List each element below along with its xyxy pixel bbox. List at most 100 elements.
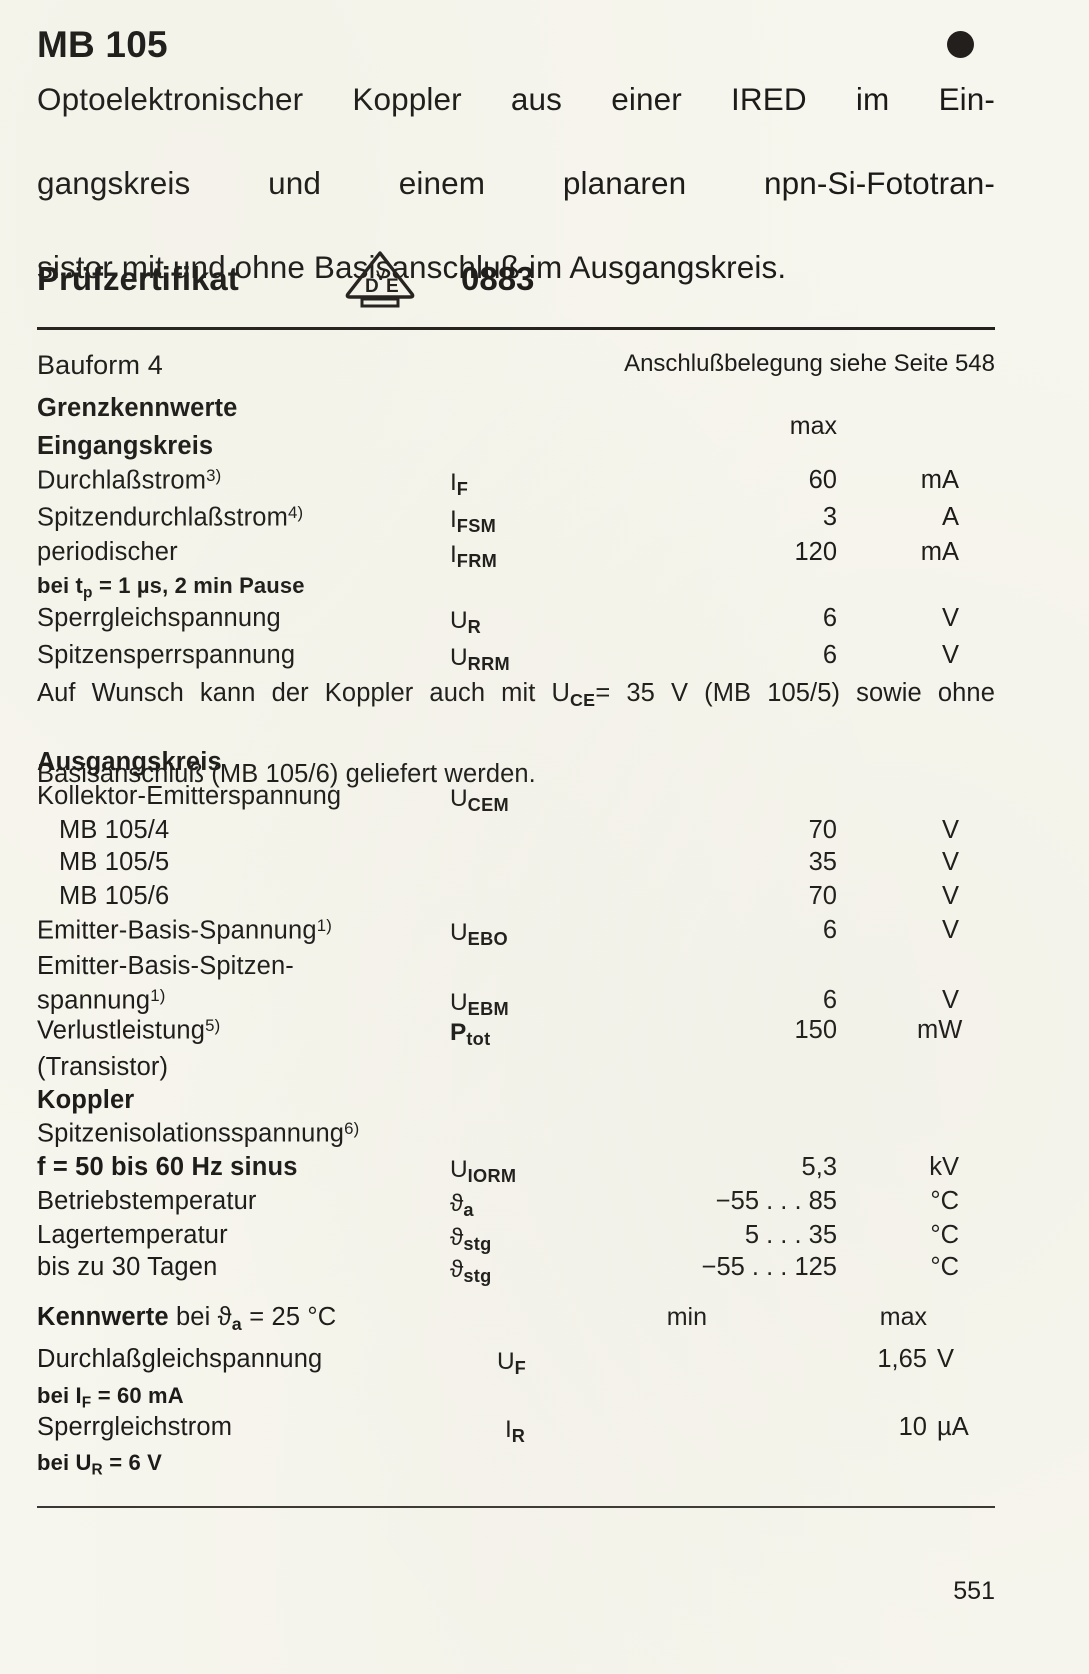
row-unit: °C [930, 1187, 959, 1215]
footnote-marker: 1) [150, 986, 166, 1005]
row-label: MB 105/5 [59, 848, 170, 876]
row-symbol: UEBO [450, 919, 508, 950]
row-symbol: IF [450, 469, 469, 500]
optional-note-part2: = 35 V (MB 105/5) sowie ohne [595, 679, 995, 707]
section-divider-top [37, 327, 995, 330]
row-label: Spitzensperrspannung [37, 641, 296, 669]
optional-note-part1: Auf Wunsch kann der Koppler auch mit U [37, 679, 570, 707]
row-value-max: 10 [898, 1413, 927, 1441]
row-unit: V [941, 848, 959, 876]
certificate-label: Prüfzertifikat [37, 260, 239, 297]
row-label: Durchlaßstrom3) [37, 466, 222, 495]
row-symbol: URRM [450, 644, 510, 675]
row-unit: mW [917, 1016, 963, 1044]
row-unit: µA [937, 1413, 969, 1441]
row-value: 60 [808, 466, 837, 494]
description-line-3: sistor mit und ohne Basisanschluß im Aus… [37, 249, 787, 285]
row-unit: mA [920, 538, 959, 566]
row-label: Kollektor-Emitterspannung [37, 782, 342, 810]
optional-variant-note: Auf Wunsch kann der Koppler auch mit UCE… [37, 675, 995, 793]
row-unit: V [941, 641, 959, 669]
row-value-max: 1,65 [877, 1345, 927, 1373]
row-label: MB 105/6 [59, 882, 170, 910]
row-label: MB 105/4 [59, 816, 170, 844]
footnote-marker: 4) [288, 503, 304, 522]
row-label: f = 50 bis 60 Hz sinus [37, 1153, 298, 1181]
ratings-note-ur: bei UR = 6 V [37, 1450, 162, 1479]
description-line-1: Optoelektronischer Koppler aus einer IRE… [37, 81, 995, 117]
coupler-heading: Koppler [37, 1086, 135, 1114]
limits-heading: Grenzkennwerte [37, 394, 238, 422]
row-unit: V [941, 916, 959, 944]
row-value: −55 . . . 125 [701, 1253, 837, 1281]
row-symbol: UCEM [450, 785, 509, 816]
page-title: MB 105 [37, 24, 168, 65]
row-label: Betriebstemperatur [37, 1187, 257, 1215]
row-symbol: IFSM [450, 506, 497, 537]
row-label: Spitzendurchlaßstrom4) [37, 503, 304, 532]
row-symbol: UEBM [450, 989, 509, 1020]
row-unit: mA [920, 466, 959, 494]
vde-logo-icon: D V E [345, 251, 415, 308]
input-pulse-note: bei tp = 1 µs, 2 min Pause [37, 573, 305, 602]
svg-text:E: E [386, 276, 399, 297]
optional-note-sub: CE [569, 689, 596, 710]
row-label: bis zu 30 Tagen [37, 1253, 218, 1281]
footnote-marker: 3) [206, 466, 222, 485]
row-symbol: ϑstg [450, 1256, 492, 1287]
row-unit: V [941, 882, 959, 910]
pinout-note: Anschlußbelegung siehe Seite 548 [624, 350, 995, 377]
row-value: 70 [808, 882, 837, 910]
row-unit: V [937, 1345, 955, 1373]
row-unit: V [941, 986, 959, 1014]
row-unit: A [941, 503, 959, 531]
row-symbol: ϑstg [450, 1224, 492, 1255]
optional-note-line2: Basisanschluß (MB 105/6) geliefert werde… [37, 759, 536, 788]
row-label: periodischer [37, 538, 178, 566]
row-value: 3 [822, 503, 837, 531]
footnote-marker: 5) [205, 1016, 221, 1035]
row-unit: kV [929, 1153, 959, 1181]
row-label: Lagertemperatur [37, 1221, 228, 1249]
row-unit: °C [930, 1221, 959, 1249]
row-value: 35 [808, 848, 837, 876]
row-unit: V [941, 816, 959, 844]
certificate-row: Prüfzertifikat D V E 0883 [37, 249, 534, 309]
row-label: Verlustleistung5) [37, 1016, 221, 1045]
limits-col-max: max [789, 412, 837, 440]
output-heading: Ausgangskreis [37, 748, 222, 776]
row-value: −55 . . . 85 [715, 1187, 837, 1215]
footnote-marker: 6) [344, 1119, 360, 1138]
ratings-note-if: bei IF = 60 mA [37, 1383, 184, 1412]
row-value: 5,3 [801, 1153, 837, 1181]
section-divider-bottom [37, 1506, 995, 1508]
row-value: 70 [808, 816, 837, 844]
row-symbol: UR [450, 607, 482, 638]
row-symbol: UIORM [450, 1156, 517, 1187]
row-value: 120 [794, 538, 837, 566]
row-unit: V [941, 604, 959, 632]
svg-text:V: V [376, 267, 386, 283]
row-symbol: UF [497, 1348, 527, 1379]
output-wrap-label: Emitter-Basis-Spitzen- [37, 952, 294, 980]
certificate-number: 0883 [461, 260, 535, 297]
row-label: Durchlaßgleichspannung [37, 1345, 323, 1373]
bauform-label: Bauform 4 [37, 350, 163, 380]
row-symbol: Ptot [450, 1019, 491, 1050]
row-symbol: IR [505, 1416, 526, 1447]
corner-dot-mark [947, 31, 974, 58]
row-symbol: IFRM [450, 541, 498, 572]
row-label: Spitzenisolationsspannung6) [37, 1119, 360, 1148]
row-unit: °C [930, 1253, 959, 1281]
svg-text:D: D [365, 276, 379, 297]
ratings-col-max: max [879, 1303, 927, 1331]
row-symbol: ϑa [450, 1190, 474, 1221]
vde-logo: D V E [343, 250, 417, 308]
input-heading: Eingangskreis [37, 432, 214, 460]
row-label: Emitter-Basis-Spannung1) [37, 916, 332, 945]
transistor-note: (Transistor) [37, 1053, 169, 1081]
row-label: Sperrgleichstrom [37, 1413, 233, 1441]
row-label: Sperrgleichspannung [37, 604, 281, 632]
description-line-2: gangskreis und einem planaren npn-Si-Fot… [37, 165, 995, 201]
